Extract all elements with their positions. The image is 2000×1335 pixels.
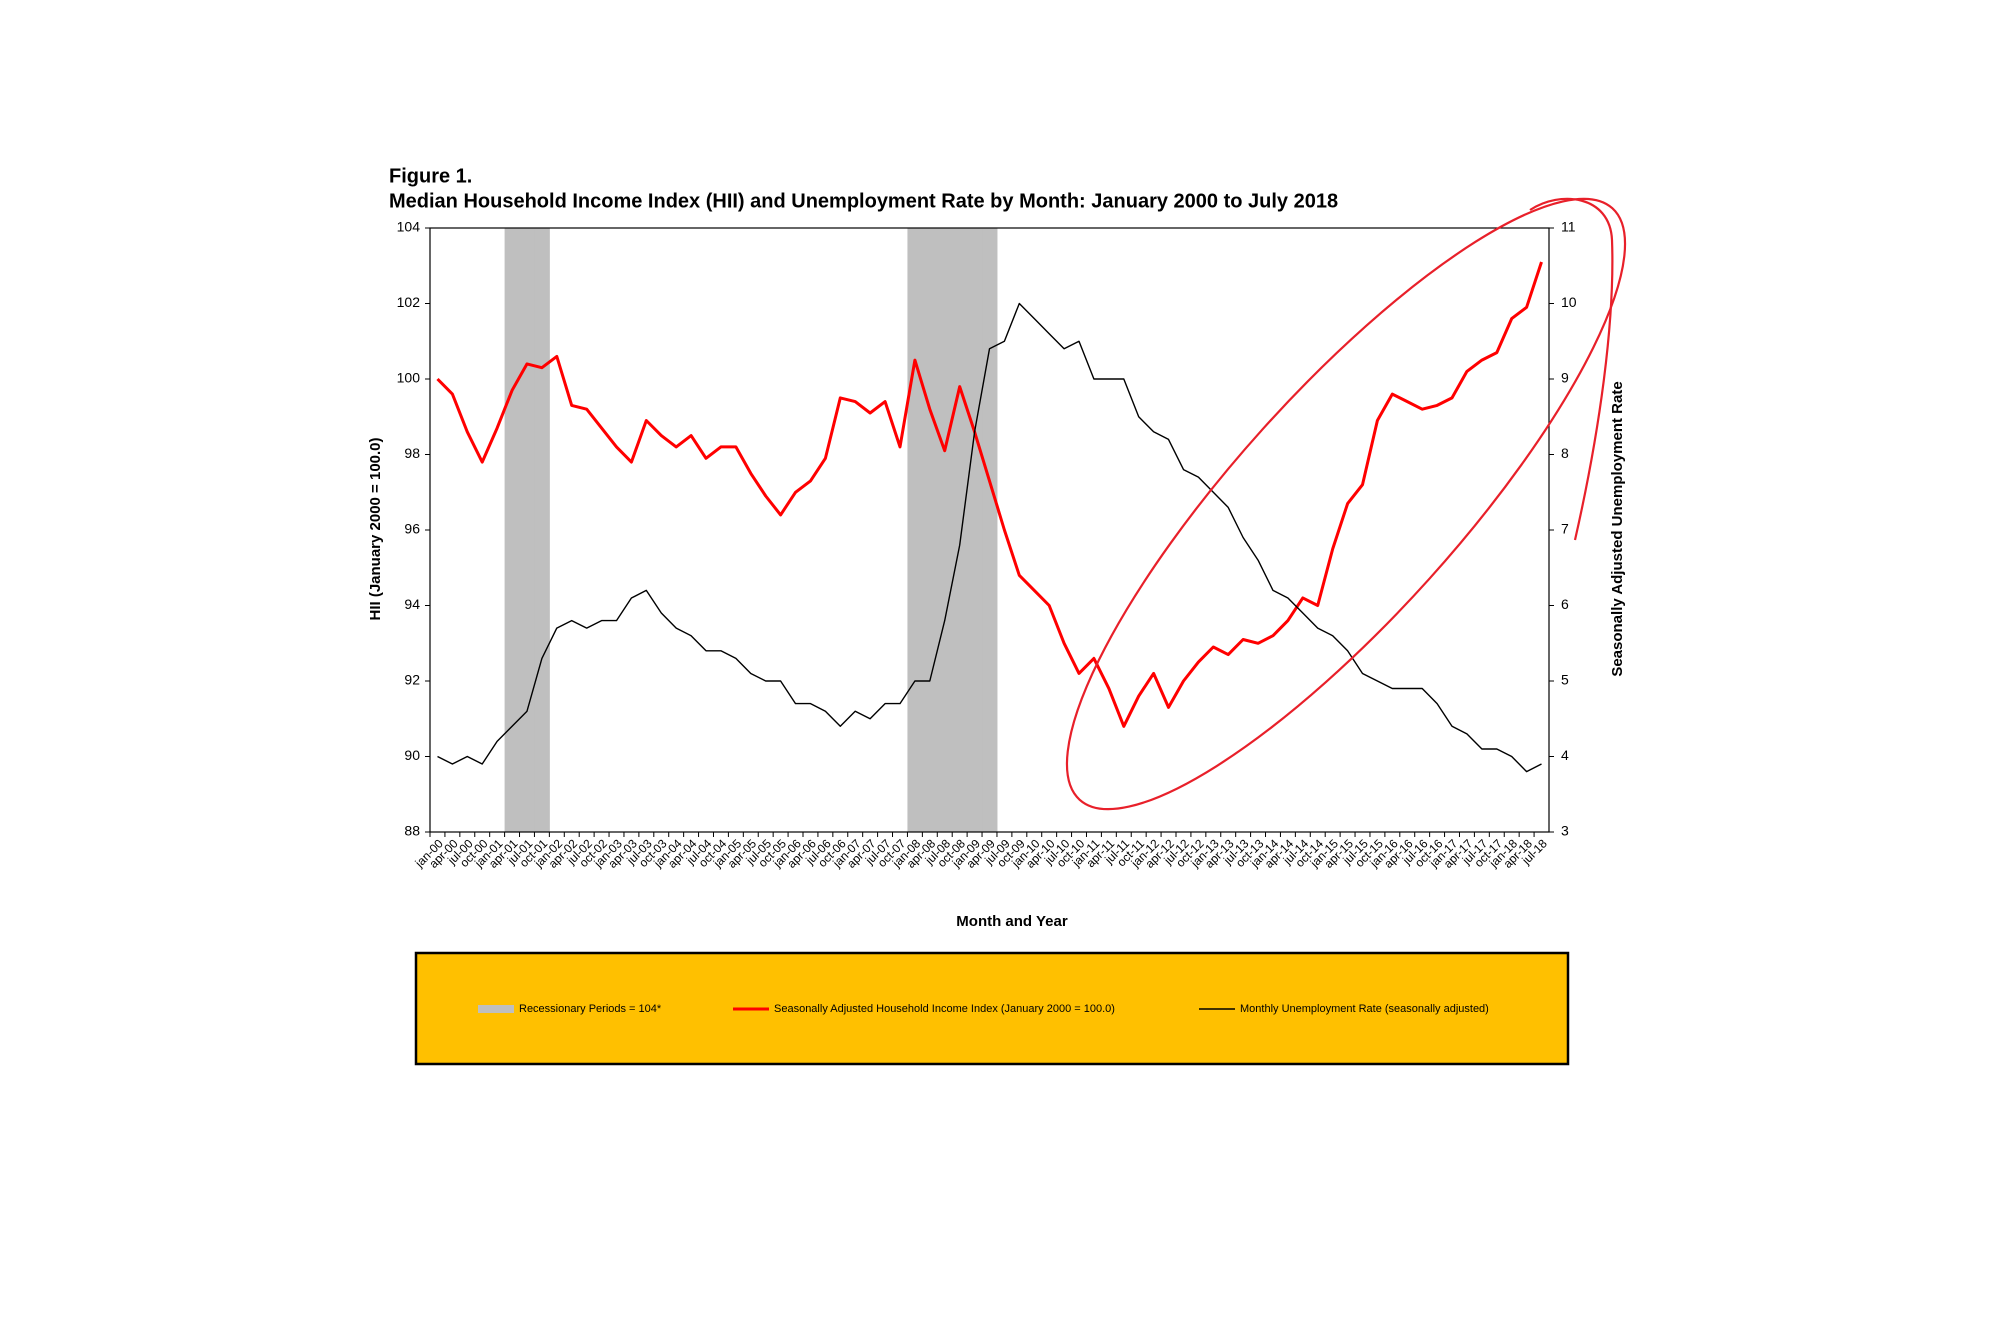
- y-tick-label: 92: [404, 672, 420, 688]
- annotation-ellipse: [1065, 197, 1627, 811]
- y2-tick-label: 3: [1561, 823, 1569, 839]
- y2-tick-label: 11: [1561, 219, 1576, 235]
- annotation-ring: [1065, 197, 1627, 811]
- y-axis-label: HII (January 2000 = 100.0): [367, 437, 384, 620]
- y2-tick-label: 5: [1561, 672, 1569, 688]
- y2-tick-label: 6: [1561, 596, 1569, 612]
- y2-tick-label: 10: [1561, 294, 1577, 310]
- y2-axis-label: Seasonally Adjusted Unemployment Rate: [1609, 381, 1626, 676]
- y-tick-label: 100: [397, 370, 421, 386]
- y2-tick-label: 4: [1561, 747, 1569, 763]
- chart-title: Figure 1.: [389, 165, 472, 187]
- y-tick-label: 90: [404, 747, 420, 763]
- recession-bar: [952, 228, 968, 832]
- chart-subtitle: Median Household Income Index (HII) and …: [389, 190, 1338, 212]
- recession-bar: [534, 228, 550, 832]
- annotation-stroke: [1529, 197, 1614, 541]
- recession-bar: [504, 228, 521, 832]
- x-axis-label: Month and Year: [956, 913, 1068, 930]
- legend: Recessionary Periods = 104* Seasonally Ad…: [478, 1003, 1489, 1015]
- y-tick-label: 94: [404, 596, 420, 612]
- y-tick-label: 102: [397, 294, 421, 310]
- series-line: [436, 261, 1543, 728]
- y2-tick-label: 8: [1561, 445, 1569, 461]
- legend-label: Monthly Unemployment Rate (seasonally ad…: [1240, 1003, 1489, 1015]
- legend-box: [414, 951, 1570, 1066]
- y-tick-label: 104: [397, 219, 421, 235]
- legend-label: Seasonally Adjusted Household Income Ind…: [774, 1003, 1115, 1015]
- recession-bar: [937, 228, 953, 832]
- series-line: [437, 302, 1542, 773]
- y-tick-label: 88: [404, 823, 420, 839]
- plot-area: [436, 228, 1543, 832]
- y-tick-label: 96: [404, 521, 420, 537]
- recession-bar: [907, 228, 923, 832]
- recession-bar: [967, 228, 983, 832]
- legend-label: Recessionary Periods = 104*: [519, 1003, 662, 1015]
- recession-bar: [519, 228, 535, 832]
- y2-tick-label: 7: [1561, 521, 1569, 537]
- y-tick-label: 98: [404, 445, 420, 461]
- recession-bar: [982, 228, 998, 832]
- recession-bar: [922, 228, 938, 832]
- y2-tick-label: 9: [1561, 370, 1569, 386]
